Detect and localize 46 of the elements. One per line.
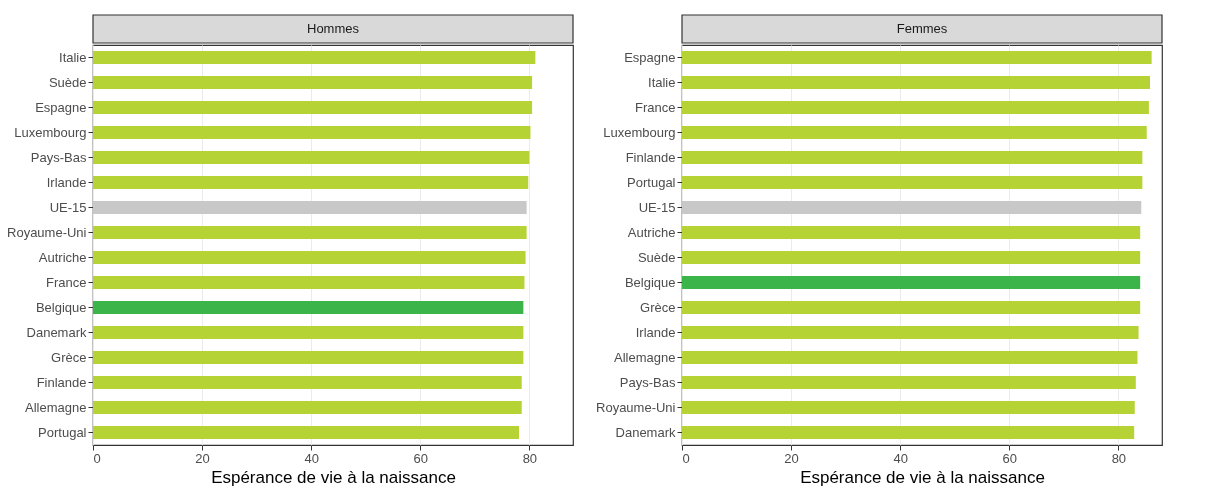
- y-tick-label: Belgique: [624, 274, 676, 290]
- y-tick-label: Finlande: [625, 149, 676, 165]
- x-tick-label: 60: [413, 450, 429, 466]
- x-tick-label: 60: [1002, 450, 1018, 466]
- y-tick-label: Belgique: [35, 299, 87, 315]
- y-tick-label: Italie: [648, 74, 676, 90]
- y-tick-label: France: [635, 99, 676, 115]
- y-tick-label: Grèce: [51, 349, 87, 365]
- y-tick-label: Royaume-Uni: [596, 399, 676, 415]
- y-tick-label: Irlande: [46, 174, 87, 190]
- y-tick-label: Grèce: [640, 299, 676, 315]
- y-tick-label: Luxembourg: [14, 124, 87, 140]
- y-tick-label: Suède: [48, 74, 87, 90]
- y-tick-label: Italie: [59, 49, 87, 65]
- y-tick-label: Suède: [637, 249, 676, 265]
- y-tick-label: Autriche: [627, 224, 676, 240]
- y-tick-label: Danemark: [26, 324, 87, 340]
- y-tick-label: UE-15: [49, 199, 87, 215]
- x-tick-label: 80: [1111, 450, 1127, 466]
- y-tick-label: Portugal: [627, 174, 676, 190]
- y-tick-label: Allemagne: [614, 349, 676, 365]
- y-tick-label: Allemagne: [25, 399, 87, 415]
- y-tick-label: Espagne: [35, 99, 87, 115]
- y-tick-label: Luxembourg: [603, 124, 676, 140]
- x-axis-title: Espérance de vie à la naissance: [211, 467, 456, 487]
- x-tick-label: 20: [784, 450, 799, 466]
- x-tick-label: 0: [93, 450, 101, 466]
- x-tick-label: 40: [893, 450, 908, 466]
- x-tick-label: 80: [522, 450, 538, 466]
- y-tick-label: Pays-Bas: [619, 374, 676, 390]
- y-tick-label: UE-15: [638, 199, 676, 215]
- x-tick-label: 20: [195, 450, 210, 466]
- y-tick-label: Autriche: [38, 249, 87, 265]
- y-tick-label: Pays-Bas: [30, 149, 87, 165]
- y-tick-label: Espagne: [624, 49, 676, 65]
- chart-title: Femmes: [896, 21, 948, 36]
- y-tick-label: France: [46, 274, 87, 290]
- y-tick-label: Portugal: [38, 424, 87, 440]
- chart-title: Hommes: [306, 21, 360, 36]
- y-tick-label: Irlande: [635, 324, 676, 340]
- y-tick-label: Royaume-Uni: [7, 224, 87, 240]
- x-tick-label: 0: [682, 450, 690, 466]
- y-tick-label: Finlande: [36, 374, 87, 390]
- x-tick-label: 40: [304, 450, 319, 466]
- x-axis-title: Espérance de vie à la naissance: [800, 467, 1045, 487]
- y-tick-label: Danemark: [615, 424, 676, 440]
